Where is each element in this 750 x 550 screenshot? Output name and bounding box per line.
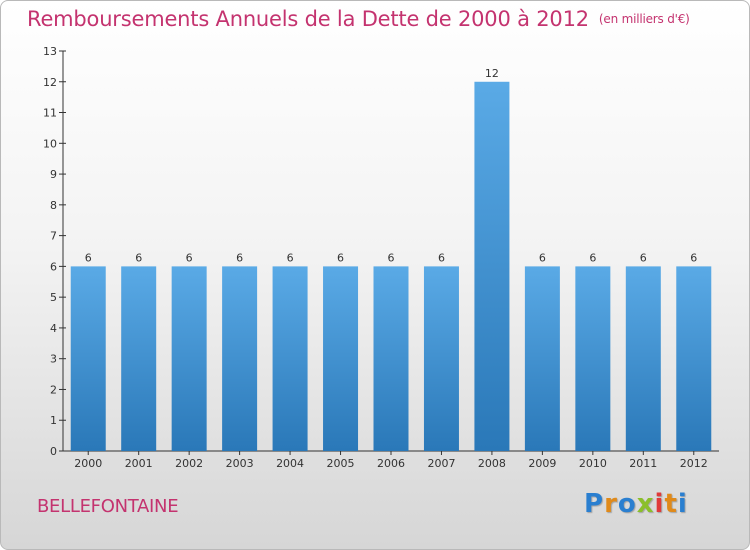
y-tick-label: 10 [43, 137, 57, 150]
x-tick-label: 2007 [427, 457, 455, 470]
logo-letter: i [654, 489, 665, 519]
logo-letter: o [617, 489, 637, 519]
bar-value-label: 6 [236, 251, 243, 264]
y-tick-label: 12 [43, 76, 57, 89]
y-tick-label: 13 [43, 45, 57, 58]
chart-title: Remboursements Annuels de la Dette de 20… [27, 7, 690, 31]
x-tick-label: 2000 [74, 457, 102, 470]
y-tick-label: 9 [50, 168, 57, 181]
y-tick-label: 1 [50, 414, 57, 427]
bar [272, 266, 308, 451]
y-tick-label: 0 [50, 445, 57, 458]
logo-letter: P [584, 489, 605, 519]
x-tick-label: 2010 [579, 457, 607, 470]
bar [222, 266, 258, 451]
bar-value-label: 12 [485, 67, 499, 80]
y-tick-label: 3 [50, 353, 57, 366]
x-tick-label: 2008 [478, 457, 506, 470]
bar [423, 266, 459, 451]
y-tick-label: 7 [50, 230, 57, 243]
bar-value-label: 6 [438, 251, 445, 264]
bar [474, 81, 510, 452]
commune-name: BELLEFONTAINE [37, 496, 179, 517]
bar [323, 266, 359, 451]
y-tick-label: 5 [50, 291, 57, 304]
x-tick-label: 2004 [276, 457, 304, 470]
logo-letter: i [677, 489, 688, 519]
bar [70, 266, 106, 451]
bar-value-label: 6 [337, 251, 344, 264]
bar [171, 266, 207, 451]
logo-letter: r [604, 489, 618, 519]
bar [524, 266, 560, 451]
x-tick-label: 2001 [125, 457, 153, 470]
bar-value-label: 6 [640, 251, 647, 264]
x-tick-label: 2012 [680, 457, 708, 470]
bar [676, 266, 712, 451]
bar-value-label: 6 [85, 251, 92, 264]
x-tick-label: 2003 [226, 457, 254, 470]
chart-unit: (en milliers d'€) [598, 12, 690, 26]
y-tick-label: 2 [50, 383, 57, 396]
logo-letter: t [664, 489, 678, 519]
x-tick-label: 2011 [629, 457, 657, 470]
x-tick-label: 2009 [528, 457, 556, 470]
bar-value-label: 6 [589, 251, 596, 264]
chart-title-text: Remboursements Annuels de la Dette de 20… [27, 7, 589, 31]
bar-value-label: 6 [186, 251, 193, 264]
bar [121, 266, 157, 451]
x-tick-label: 2005 [327, 457, 355, 470]
y-tick-label: 6 [50, 260, 57, 273]
proxiti-logo[interactable]: Proxiti [584, 489, 688, 519]
bar-value-label: 6 [388, 251, 395, 264]
bar [625, 266, 661, 451]
bar-value-label: 6 [287, 251, 294, 264]
y-tick-label: 8 [50, 199, 57, 212]
x-tick-label: 2002 [175, 457, 203, 470]
bar-value-label: 6 [690, 251, 697, 264]
bar-value-label: 6 [135, 251, 142, 264]
bar-value-label: 6 [539, 251, 546, 264]
logo-letter: x [636, 489, 655, 519]
bar [373, 266, 409, 451]
y-tick-label: 11 [43, 107, 57, 120]
bar [575, 266, 611, 451]
x-tick-label: 2006 [377, 457, 405, 470]
y-tick-label: 4 [50, 322, 57, 335]
